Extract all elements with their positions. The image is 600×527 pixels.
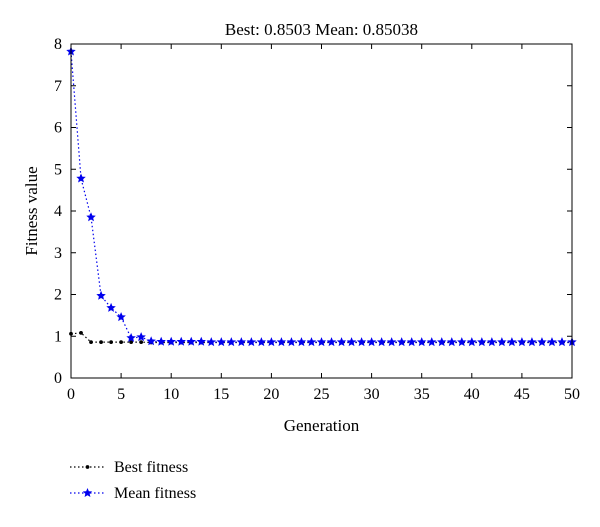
x-tick-label: 30	[364, 386, 380, 403]
data-point	[156, 336, 166, 346]
y-tick-label: 8	[54, 36, 62, 53]
data-point	[286, 337, 297, 347]
legend-marker	[82, 488, 93, 498]
data-point	[447, 337, 457, 347]
data-point	[176, 336, 186, 346]
x-tick-label: 10	[163, 386, 179, 403]
data-point	[116, 312, 126, 322]
x-tick-label: 5	[117, 386, 125, 403]
data-point	[89, 340, 93, 344]
y-tick-label: 2	[54, 287, 62, 304]
series-layer	[66, 46, 577, 347]
data-point	[356, 337, 367, 347]
data-point	[406, 337, 417, 347]
legend: Best fitness Mean fitness	[70, 459, 196, 502]
data-point	[336, 337, 347, 347]
data-point	[126, 332, 136, 342]
data-point	[119, 340, 123, 344]
y-tick-label: 4	[54, 203, 62, 220]
data-point	[139, 340, 144, 344]
x-tick-label: 40	[464, 386, 480, 403]
data-point	[76, 173, 86, 183]
x-tick-label: 50	[564, 386, 580, 403]
data-point	[366, 337, 377, 347]
x-tick-label: 15	[213, 386, 229, 403]
data-point	[79, 331, 83, 335]
data-point	[507, 337, 517, 347]
data-point	[196, 336, 206, 346]
data-point	[86, 212, 96, 222]
series-mean-fitness	[66, 46, 577, 347]
data-point	[487, 337, 497, 347]
data-point	[477, 337, 487, 347]
x-axis-label: Generation	[284, 416, 360, 435]
data-point	[129, 340, 134, 344]
y-tick-label: 3	[54, 245, 62, 262]
data-point	[376, 337, 387, 347]
plot-background	[71, 44, 572, 378]
y-tick-label: 6	[54, 120, 62, 137]
data-point	[96, 290, 106, 300]
data-point	[136, 332, 146, 342]
data-point	[296, 337, 307, 347]
data-point	[517, 337, 527, 347]
data-point	[326, 337, 337, 347]
data-point	[266, 337, 277, 347]
data-point	[457, 337, 467, 347]
legend-marker	[85, 465, 90, 469]
series-line	[70, 51, 572, 343]
data-point	[256, 337, 267, 347]
data-point	[437, 337, 447, 347]
data-point	[537, 337, 547, 347]
y-tick-label: 5	[54, 161, 62, 178]
data-point	[246, 337, 257, 347]
data-point	[216, 337, 227, 347]
x-tick-label: 35	[414, 386, 430, 403]
legend-item-best-fitness: Best fitness	[70, 459, 188, 476]
y-tick-label: 7	[54, 78, 62, 95]
data-point	[416, 337, 427, 347]
legend-item-mean-fitness: Mean fitness	[70, 485, 196, 502]
data-point	[557, 337, 567, 347]
data-point	[547, 337, 557, 347]
data-point	[306, 337, 317, 347]
data-point	[186, 336, 196, 346]
y-axis-label: Fitness value	[22, 166, 41, 255]
data-point	[99, 340, 103, 344]
data-point	[426, 337, 437, 347]
data-point	[226, 337, 237, 347]
data-point	[276, 337, 287, 347]
data-point	[206, 337, 217, 347]
data-point	[166, 336, 176, 346]
data-point	[146, 336, 156, 346]
chart-title: Best: 0.8503 Mean: 0.85038	[225, 20, 418, 39]
data-point	[467, 337, 477, 347]
data-point	[396, 337, 407, 347]
data-point	[109, 340, 113, 344]
y-tick-label: 0	[54, 370, 62, 387]
data-point	[497, 337, 507, 347]
legend-label: Best fitness	[114, 459, 188, 476]
data-point	[106, 302, 116, 312]
data-point	[316, 337, 327, 347]
x-tick-label: 20	[263, 386, 279, 403]
data-point	[386, 337, 397, 347]
legend-label: Mean fitness	[114, 485, 196, 502]
data-point	[236, 337, 247, 347]
y-tick-label: 1	[54, 328, 62, 345]
x-tick-label: 0	[67, 386, 75, 403]
x-tick-label: 45	[514, 386, 530, 403]
data-point	[346, 337, 357, 347]
x-tick-label: 25	[314, 386, 330, 403]
data-point	[527, 337, 537, 347]
